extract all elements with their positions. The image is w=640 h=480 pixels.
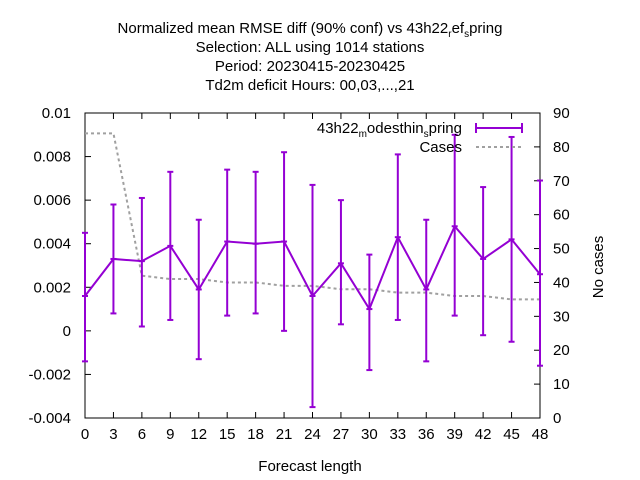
legend: 43h22modesthinspring Cases bbox=[317, 120, 523, 156]
y2-tick-label-5: 50 bbox=[553, 241, 570, 258]
x-tick-label-5: 15 bbox=[219, 426, 236, 443]
x-tick-label-8: 24 bbox=[304, 426, 321, 443]
y2-tick-label-1: 10 bbox=[553, 376, 570, 393]
legend-label-cases: Cases bbox=[419, 139, 462, 156]
y2-tick-label-3: 30 bbox=[553, 308, 570, 325]
y2-tick-label-9: 90 bbox=[553, 105, 570, 122]
x-tick-label-16: 48 bbox=[532, 426, 549, 443]
x-tick-label-15: 45 bbox=[503, 426, 520, 443]
series-main bbox=[82, 133, 543, 409]
x-tick-label-2: 6 bbox=[138, 426, 146, 443]
y-tick-label-3: 0.002 bbox=[33, 279, 71, 296]
y-tick-label-0: -0.004 bbox=[28, 410, 71, 427]
x-tick-label-9: 27 bbox=[333, 426, 350, 443]
legend-item-cases: Cases bbox=[419, 139, 522, 156]
y2-axis: 0 10 20 30 40 50 60 70 80 90 bbox=[534, 105, 570, 427]
y-tick-label-2: 0 bbox=[63, 323, 71, 340]
y-tick-label-6: 0.008 bbox=[33, 149, 71, 166]
y-axis: -0.004 -0.002 0 0.002 0.004 0.006 0.008 0.01 bbox=[28, 105, 91, 427]
y2-tick-label-6: 60 bbox=[553, 207, 570, 224]
x-tick-label-11: 33 bbox=[389, 426, 406, 443]
y2-tick-label-0: 0 bbox=[553, 410, 561, 427]
title-line-3: Period: 20230415-20230425 bbox=[215, 58, 405, 75]
title-line-4: Td2m deficit Hours: 00,03,...,21 bbox=[205, 77, 414, 94]
x-tick-label-7: 21 bbox=[276, 426, 293, 443]
x-tick-label-6: 18 bbox=[247, 426, 264, 443]
y2-tick-label-4: 40 bbox=[553, 274, 570, 291]
legend-label-main: 43h22modesthinspring bbox=[317, 120, 462, 140]
x-tick-label-1: 3 bbox=[109, 426, 117, 443]
y2-tick-label-8: 80 bbox=[553, 139, 570, 156]
x-axis: 0 3 6 9 12 15 18 21 24 27 30 33 36 39 42 45 48 bbox=[81, 113, 549, 443]
y2-axis-label: No cases bbox=[590, 236, 607, 299]
y-tick-label-5: 0.006 bbox=[33, 192, 71, 209]
x-tick-label-12: 36 bbox=[418, 426, 435, 443]
title-line-1: Normalized mean RMSE diff (90% conf) vs … bbox=[118, 20, 503, 40]
y2-tick-label-2: 20 bbox=[553, 342, 570, 359]
y-tick-label-1: -0.002 bbox=[28, 366, 71, 383]
y-tick-label-4: 0.004 bbox=[33, 236, 71, 253]
title-line-2: Selection: ALL using 1014 stations bbox=[196, 39, 425, 56]
x-tick-label-0: 0 bbox=[81, 426, 89, 443]
y2-tick-label-7: 70 bbox=[553, 173, 570, 190]
x-tick-label-13: 39 bbox=[446, 426, 463, 443]
chart-title: Normalized mean RMSE diff (90% conf) vs … bbox=[118, 20, 503, 94]
legend-item-main: 43h22modesthinspring bbox=[317, 120, 523, 140]
x-tick-label-3: 9 bbox=[166, 426, 174, 443]
x-axis-label: Forecast length bbox=[258, 458, 361, 475]
x-tick-label-14: 42 bbox=[475, 426, 492, 443]
x-tick-label-4: 12 bbox=[190, 426, 207, 443]
y-tick-label-7: 0.01 bbox=[42, 105, 71, 122]
x-tick-label-10: 30 bbox=[361, 426, 378, 443]
